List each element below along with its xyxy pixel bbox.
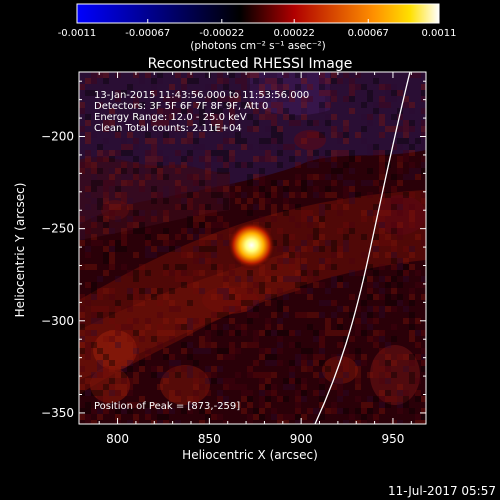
colorbar-gradient (76, 3, 440, 24)
peak-position-label: Position of Peak = [873,-259] (94, 401, 240, 412)
colorbar-unit-label: (photons cm⁻² s⁻¹ asec⁻²) (190, 40, 325, 52)
colorbar: -0.0011 -0.00067 -0.00022 0.00022 0.00067 0.0… (58, 3, 457, 52)
colorbar-tick-label: -0.00067 (125, 28, 170, 39)
x-tick-label: 950 (381, 432, 404, 446)
info-block: 13-Jan-2015 11:43:56.000 to 11:53:56.000… (94, 90, 309, 134)
info-line: Clean Total counts: 2.11E+04 (94, 123, 242, 134)
colorbar-tick-label: 0.0011 (422, 28, 457, 39)
x-axis: 800 850 900 950 (98, 72, 412, 446)
info-line: Energy Range: 12.0 - 25.0 keV (94, 112, 247, 123)
y-tick-label: −350 (41, 406, 74, 420)
plot-title: Reconstructed RHESSI Image (148, 56, 353, 72)
info-line: Detectors: 3F 5F 6F 7F 8F 9F, Att 0 (94, 101, 268, 112)
y-tick-label: −200 (41, 130, 74, 144)
y-tick-label: −250 (41, 222, 74, 236)
solar-limb-curve (314, 72, 411, 424)
x-tick-label: 900 (290, 432, 313, 446)
image-area (79, 72, 426, 424)
peak-source (227, 221, 276, 270)
y-axis-label: Heliocentric Y (arcsec) (13, 183, 27, 318)
plot-frame (78, 71, 427, 425)
x-axis-label: Heliocentric X (arcsec) (182, 448, 318, 462)
colorbar-tick-label: -0.00022 (199, 28, 244, 39)
x-tick-label: 800 (106, 432, 129, 446)
timestamp: 11-Jul-2017 05:57 (388, 484, 496, 498)
x-tick-label: 850 (198, 432, 221, 446)
colorbar-tick-label: -0.0011 (58, 28, 97, 39)
colorbar-tick-label: 0.00022 (274, 28, 315, 39)
colorbar-tick-label: 0.00067 (348, 28, 389, 39)
y-axis: −200 −250 −300 −350 (41, 80, 426, 420)
y-tick-label: −300 (41, 314, 74, 328)
info-line: 13-Jan-2015 11:43:56.000 to 11:53:56.000 (94, 90, 309, 101)
